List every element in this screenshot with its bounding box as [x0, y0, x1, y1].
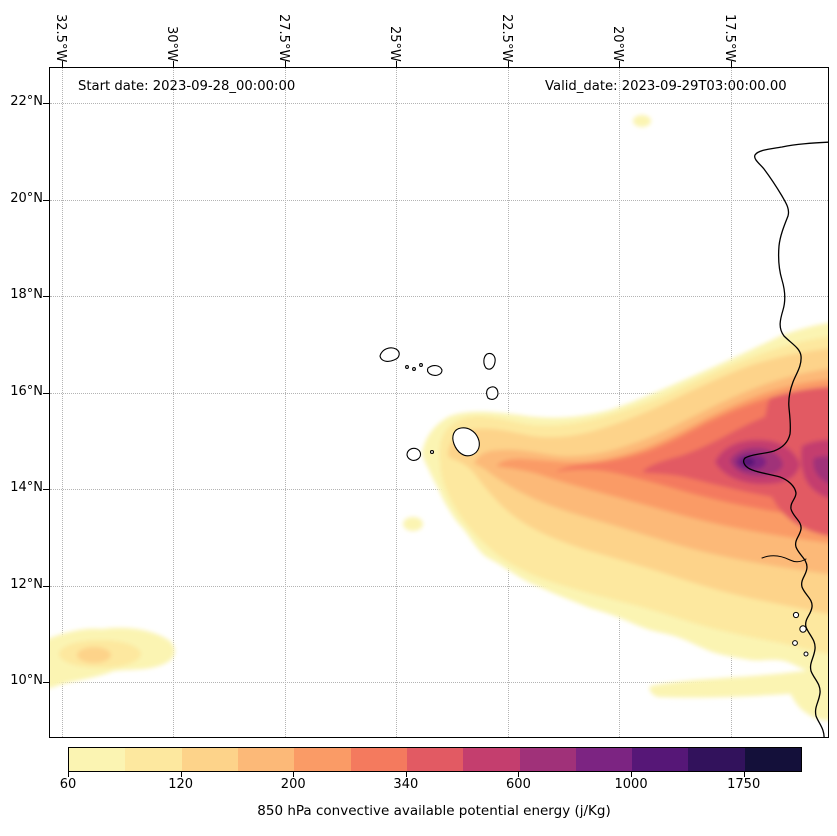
y-tick-mark	[43, 393, 49, 394]
colorbar-segment	[125, 748, 182, 771]
colorbar-tick-mark	[743, 771, 745, 777]
colorbar-tick-mark	[518, 771, 520, 777]
gridline-horizontal	[50, 296, 828, 297]
colorbar-tick-mark	[405, 771, 407, 777]
colorbar-tick-mark	[631, 771, 633, 777]
colorbar-tick-label: 600	[506, 777, 531, 792]
x-tick-label: 32.5°W	[53, 13, 68, 62]
colorbar	[68, 747, 802, 772]
colorbar-segment	[69, 748, 126, 771]
y-tick-mark	[43, 296, 49, 297]
x-tick-mark	[619, 61, 620, 67]
x-tick-label: 22.5°W	[499, 13, 514, 62]
cape-verde-islands	[379, 347, 499, 461]
colorbar-segment	[575, 748, 633, 771]
colorbar-tick-mark	[68, 771, 69, 777]
y-tick-label: 18°N	[10, 287, 43, 302]
x-tick-mark	[396, 61, 397, 67]
x-tick-mark	[62, 61, 63, 67]
colorbar-tick-label: 340	[393, 777, 419, 792]
colorbar-tick-mark	[293, 771, 295, 777]
start-date-label: Start date: 2023-09-28_00:00:00	[78, 79, 296, 94]
gridline-horizontal	[50, 103, 828, 104]
gridline-horizontal	[50, 586, 828, 587]
y-tick-mark	[43, 682, 49, 683]
colorbar-tick-mark	[180, 771, 182, 777]
colorbar-segment	[181, 748, 238, 771]
colorbar-tick-label: 120	[168, 777, 194, 792]
colorbar-segment	[632, 748, 689, 771]
gridline-vertical	[508, 68, 509, 737]
gridline-horizontal	[50, 393, 828, 394]
colorbar-tick-label: 200	[280, 777, 306, 792]
gridline-vertical	[173, 68, 174, 737]
y-tick-label: 12°N	[10, 577, 43, 592]
colorbar-segment	[350, 748, 407, 771]
gridline-horizontal	[50, 200, 828, 201]
y-tick-mark	[43, 586, 49, 587]
colorbar-label: 850 hPa convective available potential e…	[257, 803, 611, 819]
y-tick-mark	[43, 103, 49, 104]
colorbar-tick-label: 1000	[614, 777, 648, 792]
x-tick-label: 27.5°W	[276, 13, 291, 62]
x-tick-mark	[731, 61, 732, 67]
map-plot-area	[49, 67, 829, 738]
x-tick-mark	[508, 61, 509, 67]
colorbar-segment	[744, 748, 802, 771]
x-tick-mark	[285, 61, 286, 67]
filled-contours	[50, 115, 828, 721]
valid-date-label: Valid_date: 2023-09-29T03:00:00.00	[545, 79, 787, 94]
y-tick-label: 10°N	[10, 673, 43, 688]
y-tick-label: 22°N	[10, 94, 43, 109]
y-tick-label: 16°N	[10, 384, 43, 399]
colorbar-tick-label: 60	[59, 777, 77, 792]
colorbar-segment	[463, 748, 520, 771]
gridline-horizontal	[50, 682, 828, 683]
y-tick-label: 20°N	[10, 191, 43, 206]
y-tick-mark	[43, 489, 49, 490]
colorbar-segment	[406, 748, 464, 771]
x-tick-label: 17.5°W	[722, 13, 737, 62]
x-tick-mark	[173, 61, 174, 67]
x-tick-label: 20°W	[610, 26, 625, 62]
colorbar-segment	[237, 748, 295, 771]
colorbar-segment	[519, 748, 576, 771]
x-tick-label: 30°W	[164, 26, 179, 62]
gridline-vertical	[619, 68, 620, 737]
x-tick-label: 25°W	[387, 26, 402, 62]
y-tick-mark	[43, 200, 49, 201]
gridline-vertical	[62, 68, 63, 737]
coastal-islands	[792, 611, 809, 657]
gridline-vertical	[396, 68, 397, 737]
gridline-vertical	[285, 68, 286, 737]
colorbar-segment	[688, 748, 745, 771]
colorbar-tick-label: 1750	[727, 777, 761, 792]
cape-contour-field	[50, 115, 828, 737]
colorbar-segment	[294, 748, 351, 771]
y-tick-label: 14°N	[10, 480, 43, 495]
